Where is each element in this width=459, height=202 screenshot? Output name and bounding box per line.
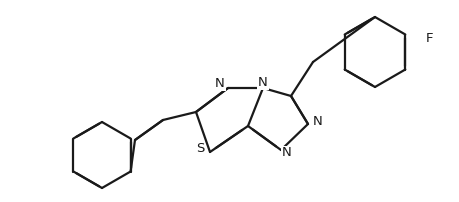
Text: N: N [313, 116, 322, 128]
Text: F: F [425, 32, 433, 44]
Text: N: N [257, 77, 267, 89]
Text: N: N [281, 146, 291, 160]
Text: N: N [215, 78, 224, 90]
Text: S: S [196, 142, 204, 156]
